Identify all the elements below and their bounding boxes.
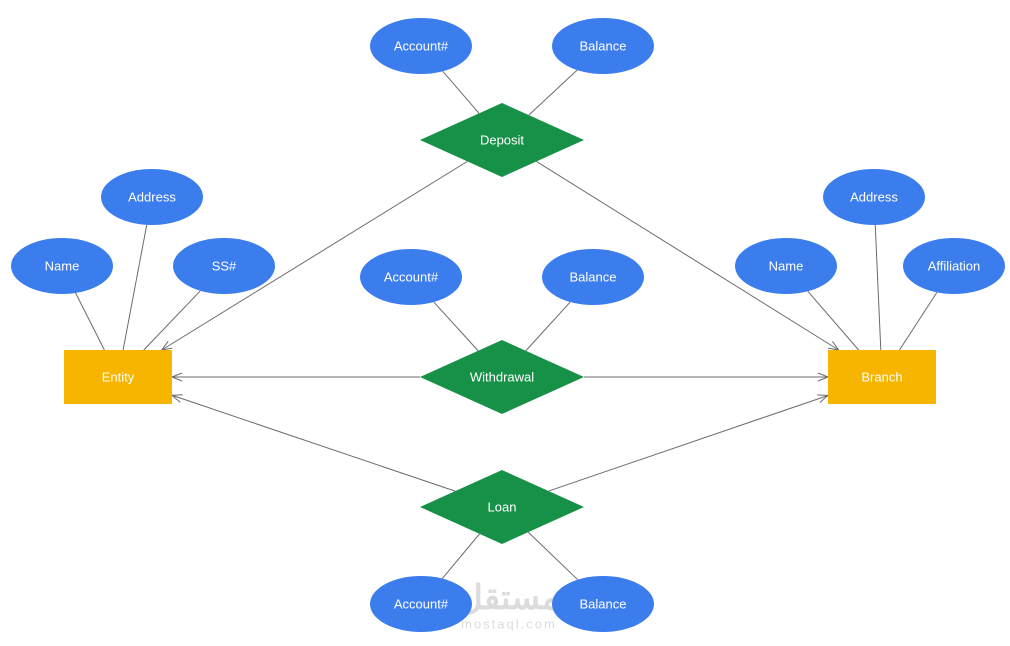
edge	[442, 534, 479, 579]
relationship-node	[420, 103, 584, 177]
attribute-node	[823, 169, 925, 225]
edge	[144, 291, 201, 350]
edge	[900, 292, 937, 350]
relationship-node	[420, 340, 584, 414]
edge	[123, 225, 147, 350]
er-diagram: مستقلmostaql.comEntityBranchDepositWithd…	[0, 0, 1010, 646]
attribute-node	[542, 249, 644, 305]
edge	[443, 71, 479, 113]
attribute-node	[370, 576, 472, 632]
attribute-node	[370, 18, 472, 74]
edge	[875, 225, 881, 350]
attribute-node	[552, 576, 654, 632]
attribute-node	[173, 238, 275, 294]
entity-node	[64, 350, 172, 404]
edge	[434, 302, 478, 351]
attribute-node	[735, 238, 837, 294]
edge	[76, 293, 105, 350]
edge	[529, 70, 577, 115]
edge	[808, 291, 859, 350]
nodes-layer: EntityBranchDepositWithdrawalLoanNameAdd…	[11, 18, 1005, 632]
entity-node	[828, 350, 936, 404]
watermark-layer: مستقلmostaql.com	[458, 579, 560, 632]
attribute-node	[903, 238, 1005, 294]
watermark-sub: mostaql.com	[461, 617, 557, 632]
attribute-node	[101, 169, 203, 225]
relationship-node	[420, 470, 584, 544]
edge	[526, 302, 570, 351]
attribute-node	[552, 18, 654, 74]
watermark-main: مستقل	[458, 579, 560, 617]
attribute-node	[11, 238, 113, 294]
attribute-node	[360, 249, 462, 305]
edge	[172, 395, 455, 491]
edge	[528, 532, 577, 580]
edge	[549, 395, 828, 491]
